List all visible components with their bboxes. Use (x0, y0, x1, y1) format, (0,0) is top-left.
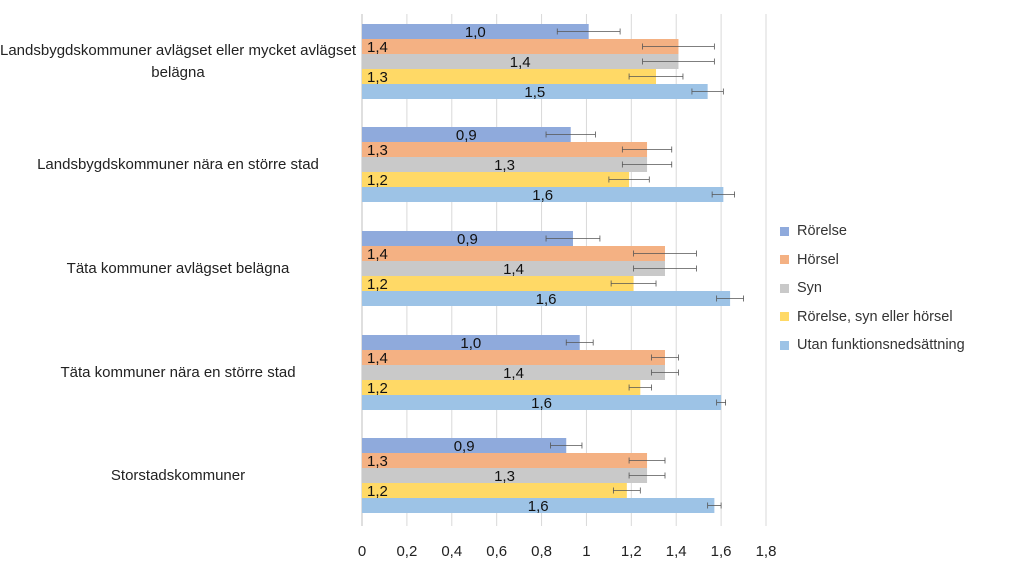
data-label: 1,6 (532, 187, 553, 204)
data-label: 1,6 (531, 395, 552, 412)
bar (362, 395, 722, 410)
bar (362, 380, 641, 395)
bar (362, 172, 630, 187)
data-label: 0,9 (457, 231, 478, 248)
x-tick-label: 0,6 (486, 543, 507, 560)
legend-swatch (780, 255, 789, 265)
category-label: Landsbygdskommuner nära en större stad (37, 155, 319, 173)
bar (362, 291, 731, 306)
bar (362, 157, 648, 172)
data-label: 1,0 (465, 24, 486, 41)
x-tick-label: 1,8 (756, 543, 777, 560)
data-label: 1,3 (494, 468, 515, 485)
legend-label: Rörelse, syn eller hörsel (797, 308, 953, 325)
data-label: 1,2 (367, 380, 388, 397)
x-tick-label: 1 (582, 543, 590, 560)
bar (362, 350, 665, 365)
legend-item: Rörelse (780, 217, 965, 246)
bar (362, 498, 715, 513)
x-tick-label: 1,4 (666, 543, 687, 560)
bar (362, 231, 573, 246)
legend-swatch (780, 226, 789, 236)
legend-swatch (780, 312, 789, 322)
data-label: 1,4 (503, 261, 524, 278)
category-label: Storstadskommuner (110, 466, 246, 484)
data-label: 1,3 (367, 69, 388, 86)
x-tick-label: 0,2 (396, 543, 417, 560)
data-label: 1,2 (367, 172, 388, 189)
bar (362, 453, 648, 468)
bar (362, 127, 571, 142)
data-label: 1,6 (536, 291, 557, 308)
data-label: 1,6 (528, 498, 549, 515)
legend-item: Utan funktionsnedsättning (780, 331, 965, 360)
x-tick-label: 0,8 (531, 543, 552, 560)
x-tick-label: 1,2 (621, 543, 642, 560)
bar (362, 438, 567, 453)
bar (362, 276, 634, 291)
legend: Rörelse Hörsel Syn Rörelse, syn eller hörse… (780, 217, 965, 360)
bar (362, 365, 665, 380)
legend-item: Rörelse, syn eller hörsel (780, 303, 965, 332)
data-label: 1,4 (367, 246, 388, 263)
data-label: 1,5 (524, 84, 545, 101)
bar (362, 39, 679, 54)
data-label: 1,2 (367, 276, 388, 293)
legend-swatch (780, 283, 789, 293)
legend-label: Syn (797, 280, 822, 297)
bar (362, 335, 580, 350)
bar (362, 69, 657, 84)
x-tick-label: 0,4 (441, 543, 462, 560)
category-label: Landsbygdskommuner avlägset eller mycket… (0, 41, 356, 81)
data-label: 1,4 (503, 365, 524, 382)
bar (362, 54, 679, 69)
data-label: 1,4 (367, 39, 388, 56)
category-label: Täta kommuner nära en större stad (60, 363, 296, 381)
data-label: 1,4 (510, 54, 531, 71)
legend-item: Hörsel (780, 246, 965, 275)
data-label: 1,0 (460, 335, 481, 352)
legend-label: Rörelse (797, 223, 847, 240)
bar (362, 187, 724, 202)
data-label: 1,3 (367, 453, 388, 470)
bar (362, 261, 665, 276)
legend-item: Syn (780, 274, 965, 303)
bar (362, 24, 589, 39)
data-label: 0,9 (454, 438, 475, 455)
bar (362, 483, 627, 498)
legend-label: Utan funktionsnedsättning (797, 337, 965, 354)
bar (362, 142, 648, 157)
legend-label: Hörsel (797, 251, 839, 268)
bar (362, 468, 648, 483)
x-tick-label: 1,6 (711, 543, 732, 560)
data-label: 1,4 (367, 350, 388, 367)
data-label: 1,2 (367, 483, 388, 500)
data-label: 1,3 (494, 157, 515, 174)
x-tick-label: 0 (358, 543, 366, 560)
category-label: Täta kommuner avlägset belägna (66, 259, 290, 277)
data-label: 0,9 (456, 127, 477, 144)
data-label: 1,3 (367, 142, 388, 159)
legend-swatch (780, 340, 789, 350)
bar (362, 246, 665, 261)
bar (362, 84, 708, 99)
